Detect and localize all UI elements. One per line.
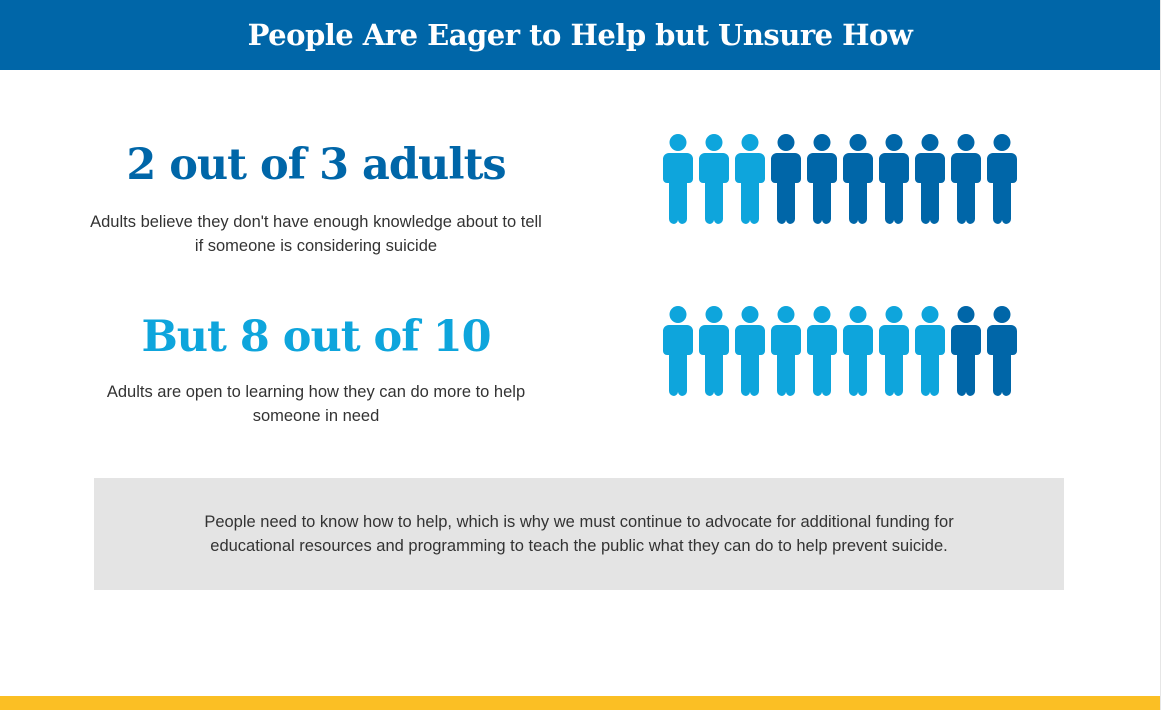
person-head	[957, 134, 975, 151]
callout-box: People need to know how to help, which i…	[94, 478, 1064, 590]
person-body	[699, 325, 729, 396]
person-head	[813, 306, 831, 323]
person-head	[777, 134, 795, 151]
person-icon	[735, 134, 765, 224]
person-body	[987, 325, 1017, 396]
pictogram-row-1	[663, 134, 1023, 224]
stat-block-adults-lacking-knowledge: 2 out of 3 adults Adults believe they do…	[76, 138, 556, 258]
person-head	[957, 306, 975, 323]
person-icon	[807, 134, 837, 224]
person-head	[777, 306, 795, 323]
person-icon	[807, 306, 837, 396]
person-body	[735, 325, 765, 396]
person-body	[699, 153, 729, 224]
person-icon	[663, 306, 693, 396]
person-icon	[879, 306, 909, 396]
stat-block-adults-open-to-learning: But 8 out of 10 Adults are open to learn…	[76, 310, 556, 428]
person-head	[849, 134, 867, 151]
person-body	[843, 153, 873, 224]
person-icon	[663, 134, 693, 224]
person-icon	[987, 306, 1017, 396]
person-body	[807, 325, 837, 396]
person-body	[735, 153, 765, 224]
person-icon	[951, 306, 981, 396]
person-head	[885, 134, 903, 151]
person-body	[879, 153, 909, 224]
person-head	[741, 306, 759, 323]
person-head	[669, 134, 687, 151]
pictogram-row-2	[663, 306, 1023, 396]
person-head	[741, 134, 759, 151]
header-bar: People Are Eager to Help but Unsure How	[0, 0, 1160, 70]
person-head	[813, 134, 831, 151]
stat-headline: 2 out of 3 adults	[126, 140, 506, 190]
stat-description: Adults believe they don't have enough kn…	[90, 213, 542, 255]
person-head	[705, 306, 723, 323]
person-icon	[843, 306, 873, 396]
person-body	[987, 153, 1017, 224]
person-head	[669, 306, 687, 323]
person-icon	[699, 134, 729, 224]
person-icon	[987, 134, 1017, 224]
person-body	[771, 325, 801, 396]
person-body	[807, 153, 837, 224]
person-icon	[843, 134, 873, 224]
person-icon	[771, 306, 801, 396]
person-body	[951, 153, 981, 224]
person-body	[843, 325, 873, 396]
footer-accent-bar	[0, 696, 1160, 710]
person-icon	[879, 134, 909, 224]
person-body	[951, 325, 981, 396]
person-icon	[699, 306, 729, 396]
stat-description: Adults are open to learning how they can…	[106, 383, 526, 425]
person-head	[849, 306, 867, 323]
stat-headline: But 8 out of 10	[141, 312, 491, 362]
person-icon	[771, 134, 801, 224]
person-body	[663, 325, 693, 396]
person-head	[921, 134, 939, 151]
person-icon	[915, 134, 945, 224]
person-head	[885, 306, 903, 323]
person-head	[921, 306, 939, 323]
person-body	[663, 153, 693, 224]
person-body	[771, 153, 801, 224]
person-icon	[951, 134, 981, 224]
person-body	[879, 325, 909, 396]
page-title: People Are Eager to Help but Unsure How	[247, 18, 913, 52]
person-head	[993, 134, 1011, 151]
person-icon	[915, 306, 945, 396]
person-icon	[735, 306, 765, 396]
callout-text: People need to know how to help, which i…	[204, 513, 954, 555]
person-body	[915, 325, 945, 396]
person-body	[915, 153, 945, 224]
person-head	[993, 306, 1011, 323]
person-head	[705, 134, 723, 151]
